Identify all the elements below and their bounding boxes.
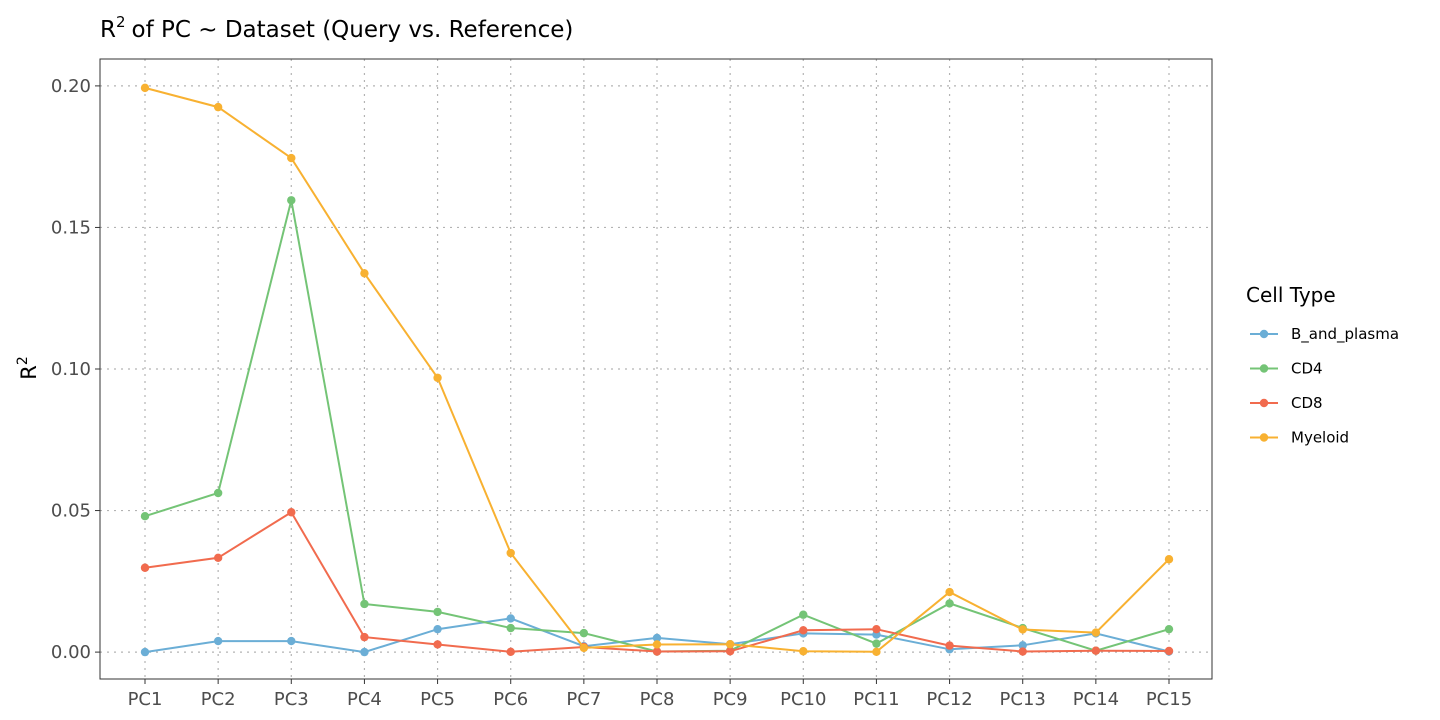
x-tick-label-pc7: PC7 xyxy=(566,689,601,710)
data-point-myeloid-pc3 xyxy=(287,153,296,163)
data-point-cd4-pc3 xyxy=(287,196,296,205)
legend: Cell Type B_and_plasma CD4 CD8 Myeloid xyxy=(1246,283,1399,447)
data-point-myeloid-pc10 xyxy=(799,647,808,656)
data-point-myeloid-pc2 xyxy=(213,102,223,112)
chart-title: R2 of PC ~ Dataset (Query vs. Reference) xyxy=(100,13,573,43)
y-tick-label-0: 0.00 xyxy=(51,642,91,663)
data-point-myeloid-pc12 xyxy=(945,587,954,597)
x-tick-label-pc6: PC6 xyxy=(493,689,528,710)
data-point-cd8-pc5 xyxy=(433,640,442,649)
y-tick-label-2: 0.10 xyxy=(51,359,91,380)
y-tick-label-4: 0.20 xyxy=(51,76,91,97)
x-tick-label-pc4: PC4 xyxy=(347,689,382,710)
x-tick-label-pc13: PC13 xyxy=(1000,689,1046,710)
data-point-cd8-pc3 xyxy=(287,508,296,517)
legend-key-point-myeloid xyxy=(1259,433,1269,442)
data-point-myeloid-pc15 xyxy=(1164,555,1174,564)
legend-label-cd8: CD8 xyxy=(1291,394,1323,412)
x-tick-label-pc12: PC12 xyxy=(926,689,972,710)
series-myeloid xyxy=(140,83,1174,657)
chart-title-prefix: R xyxy=(100,17,116,43)
data-point-myeloid-pc13 xyxy=(1018,625,1027,634)
y-tick-label-3: 0.15 xyxy=(51,217,91,238)
data-point-myeloid-pc7 xyxy=(579,643,589,653)
data-point-cd8-pc12 xyxy=(945,641,954,650)
data-point-cd8-pc9 xyxy=(725,647,735,656)
data-point-cd8-pc8 xyxy=(652,647,662,656)
x-tick-label-pc11: PC11 xyxy=(853,689,899,710)
data-point-cd4-pc2 xyxy=(213,488,223,498)
data-point-cd4-pc11 xyxy=(872,639,881,648)
legend-title: Cell Type xyxy=(1246,283,1336,307)
data-point-b-and-plasma-pc4 xyxy=(360,647,369,657)
data-point-cd8-pc14 xyxy=(1091,646,1101,655)
data-point-b-and-plasma-pc8 xyxy=(652,633,662,643)
chart-title-text: of PC ~ Dataset (Query vs. Reference) xyxy=(132,17,574,43)
y-axis-title: R2 xyxy=(15,356,41,380)
data-point-cd8-pc4 xyxy=(360,632,369,642)
data-point-cd4-pc4 xyxy=(360,599,369,609)
x-tick-label-pc14: PC14 xyxy=(1073,689,1119,710)
y-axis-title-sup: 2 xyxy=(15,356,31,365)
x-tick-label-pc1: PC1 xyxy=(128,689,163,710)
legend-key-point-cd8 xyxy=(1259,398,1269,408)
series-cd8 xyxy=(140,508,1174,657)
x-tick-label-pc15: PC15 xyxy=(1146,689,1192,710)
data-point-myeloid-pc8 xyxy=(652,640,662,649)
x-tick-label-pc10: PC10 xyxy=(780,689,826,710)
data-point-cd4-pc7 xyxy=(579,628,589,638)
data-point-cd4-pc12 xyxy=(945,599,954,608)
legend-label-b-and-plasma: B_and_plasma xyxy=(1291,325,1399,344)
y-axis-title-main: R xyxy=(17,365,41,380)
plot-panel xyxy=(100,59,1212,679)
data-point-b-and-plasma-pc3 xyxy=(287,636,296,646)
data-point-b-and-plasma-pc2 xyxy=(213,636,223,646)
data-point-myeloid-pc9 xyxy=(725,639,735,649)
data-point-b-and-plasma-pc13 xyxy=(1018,641,1027,650)
data-point-cd8-pc10 xyxy=(799,626,808,635)
data-point-cd8-pc11 xyxy=(872,624,881,634)
chart-title-sup: 2 xyxy=(116,13,126,31)
data-point-cd8-pc1 xyxy=(140,563,150,572)
legend-item-cd4: CD4 xyxy=(1250,360,1323,378)
data-point-cd8-pc2 xyxy=(213,553,223,563)
data-point-cd4-pc1 xyxy=(140,512,150,521)
data-point-cd8-pc13 xyxy=(1018,647,1027,656)
x-tick-label-pc9: PC9 xyxy=(713,689,748,710)
x-tick-label-pc3: PC3 xyxy=(274,689,309,710)
data-point-myeloid-pc4 xyxy=(360,269,369,278)
data-point-cd4-pc5 xyxy=(433,607,442,617)
y-axis: 0.00 0.05 0.10 0.15 0.20 xyxy=(51,76,100,663)
legend-item-cd8: CD8 xyxy=(1250,394,1323,412)
data-point-b-and-plasma-pc5 xyxy=(433,624,442,634)
legend-item-b-and-plasma: B_and_plasma xyxy=(1250,325,1399,344)
legend-label-cd4: CD4 xyxy=(1291,360,1323,378)
legend-item-myeloid: Myeloid xyxy=(1250,429,1349,447)
data-point-myeloid-pc6 xyxy=(506,548,515,558)
legend-label-myeloid: Myeloid xyxy=(1291,429,1349,447)
data-point-b-and-plasma-pc6 xyxy=(506,614,515,623)
data-point-b-and-plasma-pc1 xyxy=(140,647,150,657)
legend-key-point-b-and-plasma xyxy=(1259,329,1269,339)
data-point-cd4-pc10 xyxy=(799,610,808,619)
data-point-cd4-pc15 xyxy=(1164,624,1174,634)
x-tick-label-pc2: PC2 xyxy=(201,689,236,710)
x-tick-label-pc8: PC8 xyxy=(640,689,675,710)
data-point-myeloid-pc14 xyxy=(1091,628,1101,637)
legend-key-point-cd4 xyxy=(1259,364,1269,373)
series-layer xyxy=(140,83,1174,657)
x-axis: PC1 PC2 PC3 PC4 PC5 PC6 PC7 PC8 PC9 PC10 PC11 PC12 P… xyxy=(128,679,1192,710)
data-point-myeloid-pc1 xyxy=(140,83,150,93)
data-point-myeloid-pc5 xyxy=(433,373,442,382)
x-tick-label-pc5: PC5 xyxy=(420,689,455,710)
data-point-cd8-pc6 xyxy=(506,647,515,657)
data-point-cd4-pc6 xyxy=(506,623,515,633)
data-point-cd8-pc15 xyxy=(1164,646,1174,656)
data-point-myeloid-pc11 xyxy=(872,647,881,657)
y-tick-label-1: 0.05 xyxy=(51,501,91,522)
panel-background xyxy=(100,59,1212,679)
